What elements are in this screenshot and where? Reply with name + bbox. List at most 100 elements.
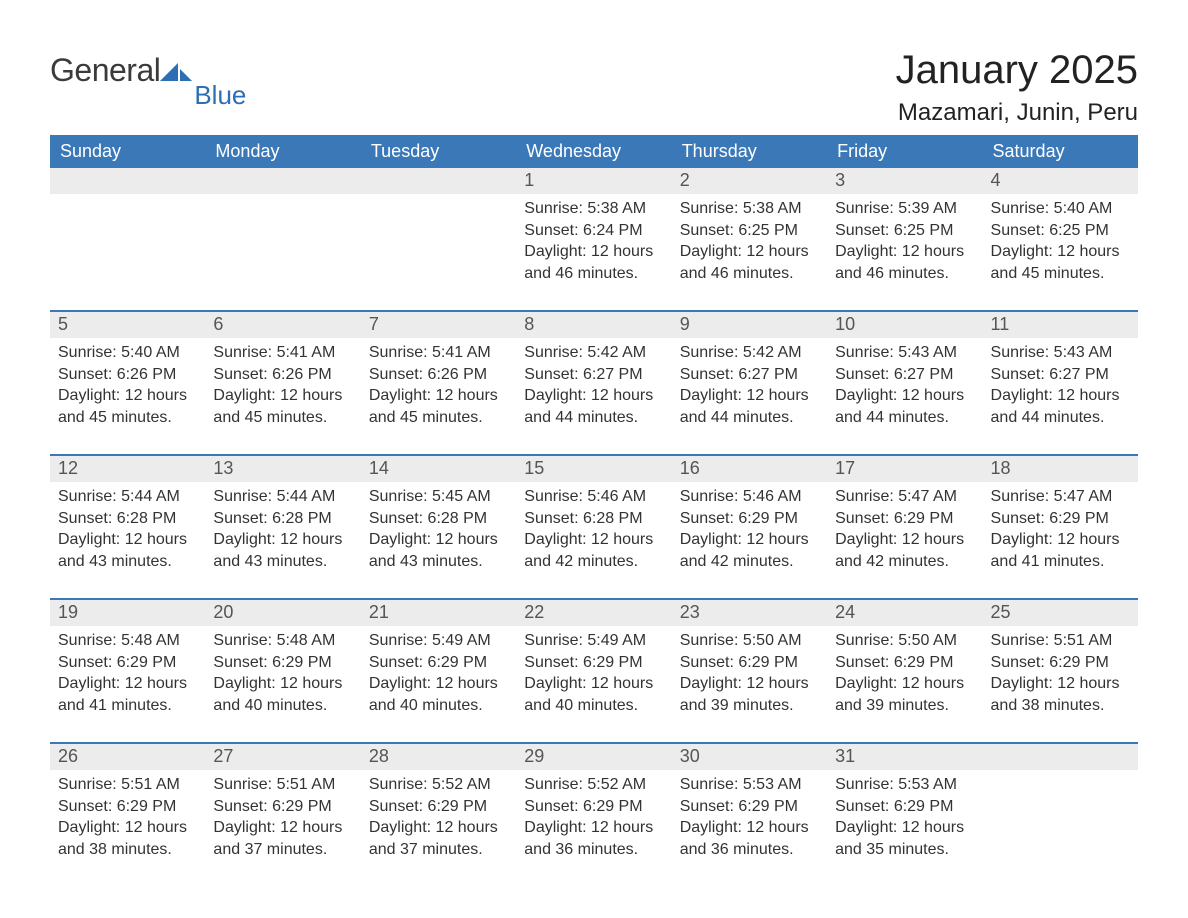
day-content: Sunrise: 5:50 AMSunset: 6:29 PMDaylight:… — [672, 626, 827, 726]
day-number: 31 — [827, 744, 982, 770]
calendar-cell: 12Sunrise: 5:44 AMSunset: 6:28 PMDayligh… — [50, 456, 205, 582]
daylight-text: Daylight: 12 hours and 45 minutes. — [369, 385, 508, 428]
day-header-friday: Friday — [827, 135, 982, 168]
daylight-text: Daylight: 12 hours and 42 minutes. — [680, 529, 819, 572]
day-number: 22 — [516, 600, 671, 626]
sunrise-text: Sunrise: 5:46 AM — [680, 486, 819, 508]
sunrise-text: Sunrise: 5:43 AM — [835, 342, 974, 364]
sunrise-text: Sunrise: 5:47 AM — [835, 486, 974, 508]
day-content: Sunrise: 5:46 AMSunset: 6:29 PMDaylight:… — [672, 482, 827, 582]
daylight-text: Daylight: 12 hours and 45 minutes. — [991, 241, 1130, 284]
weeks-container: 1Sunrise: 5:38 AMSunset: 6:24 PMDaylight… — [50, 168, 1138, 870]
sunrise-text: Sunrise: 5:48 AM — [213, 630, 352, 652]
daylight-text: Daylight: 12 hours and 44 minutes. — [524, 385, 663, 428]
day-header-sunday: Sunday — [50, 135, 205, 168]
daylight-text: Daylight: 12 hours and 38 minutes. — [991, 673, 1130, 716]
day-number: 26 — [50, 744, 205, 770]
sunrise-text: Sunrise: 5:48 AM — [58, 630, 197, 652]
day-content: Sunrise: 5:53 AMSunset: 6:29 PMDaylight:… — [827, 770, 982, 870]
sunset-text: Sunset: 6:29 PM — [58, 796, 197, 818]
day-content: Sunrise: 5:41 AMSunset: 6:26 PMDaylight:… — [361, 338, 516, 438]
daylight-text: Daylight: 12 hours and 46 minutes. — [680, 241, 819, 284]
daylight-text: Daylight: 12 hours and 41 minutes. — [58, 673, 197, 716]
calendar-cell: 16Sunrise: 5:46 AMSunset: 6:29 PMDayligh… — [672, 456, 827, 582]
sunrise-text: Sunrise: 5:51 AM — [991, 630, 1130, 652]
calendar-cell — [361, 168, 516, 294]
daylight-text: Daylight: 12 hours and 37 minutes. — [369, 817, 508, 860]
day-number: 8 — [516, 312, 671, 338]
daylight-text: Daylight: 12 hours and 36 minutes. — [524, 817, 663, 860]
day-content: Sunrise: 5:44 AMSunset: 6:28 PMDaylight:… — [205, 482, 360, 582]
day-number: 15 — [516, 456, 671, 482]
day-content — [50, 194, 205, 294]
sunrise-text: Sunrise: 5:52 AM — [524, 774, 663, 796]
calendar-cell: 30Sunrise: 5:53 AMSunset: 6:29 PMDayligh… — [672, 744, 827, 870]
day-content: Sunrise: 5:40 AMSunset: 6:25 PMDaylight:… — [983, 194, 1138, 294]
brand-blue-wrap: Blue — [160, 63, 246, 111]
sunset-text: Sunset: 6:29 PM — [524, 652, 663, 674]
day-number — [50, 168, 205, 194]
calendar-cell: 25Sunrise: 5:51 AMSunset: 6:29 PMDayligh… — [983, 600, 1138, 726]
daylight-text: Daylight: 12 hours and 44 minutes. — [835, 385, 974, 428]
sunrise-text: Sunrise: 5:53 AM — [680, 774, 819, 796]
day-header-row: Sunday Monday Tuesday Wednesday Thursday… — [50, 135, 1138, 168]
day-number: 17 — [827, 456, 982, 482]
calendar-cell: 23Sunrise: 5:50 AMSunset: 6:29 PMDayligh… — [672, 600, 827, 726]
day-content: Sunrise: 5:51 AMSunset: 6:29 PMDaylight:… — [50, 770, 205, 870]
brand-logo: General Blue — [50, 48, 246, 111]
calendar-cell: 2Sunrise: 5:38 AMSunset: 6:25 PMDaylight… — [672, 168, 827, 294]
day-content: Sunrise: 5:49 AMSunset: 6:29 PMDaylight:… — [516, 626, 671, 726]
day-number: 2 — [672, 168, 827, 194]
sunset-text: Sunset: 6:25 PM — [991, 220, 1130, 242]
calendar-cell: 7Sunrise: 5:41 AMSunset: 6:26 PMDaylight… — [361, 312, 516, 438]
day-number — [361, 168, 516, 194]
daylight-text: Daylight: 12 hours and 42 minutes. — [835, 529, 974, 572]
calendar-cell: 21Sunrise: 5:49 AMSunset: 6:29 PMDayligh… — [361, 600, 516, 726]
day-content: Sunrise: 5:38 AMSunset: 6:24 PMDaylight:… — [516, 194, 671, 294]
sunset-text: Sunset: 6:28 PM — [213, 508, 352, 530]
title-block: January 2025 Mazamari, Junin, Peru — [896, 48, 1138, 127]
daylight-text: Daylight: 12 hours and 39 minutes. — [680, 673, 819, 716]
daylight-text: Daylight: 12 hours and 44 minutes. — [991, 385, 1130, 428]
calendar-week: 19Sunrise: 5:48 AMSunset: 6:29 PMDayligh… — [50, 598, 1138, 726]
day-number: 10 — [827, 312, 982, 338]
sunrise-text: Sunrise: 5:49 AM — [524, 630, 663, 652]
calendar-cell: 17Sunrise: 5:47 AMSunset: 6:29 PMDayligh… — [827, 456, 982, 582]
day-number: 28 — [361, 744, 516, 770]
calendar-cell: 5Sunrise: 5:40 AMSunset: 6:26 PMDaylight… — [50, 312, 205, 438]
calendar-cell — [50, 168, 205, 294]
day-content: Sunrise: 5:43 AMSunset: 6:27 PMDaylight:… — [983, 338, 1138, 438]
day-content: Sunrise: 5:49 AMSunset: 6:29 PMDaylight:… — [361, 626, 516, 726]
calendar-cell: 24Sunrise: 5:50 AMSunset: 6:29 PMDayligh… — [827, 600, 982, 726]
daylight-text: Daylight: 12 hours and 46 minutes. — [524, 241, 663, 284]
sunset-text: Sunset: 6:29 PM — [991, 652, 1130, 674]
calendar-cell: 19Sunrise: 5:48 AMSunset: 6:29 PMDayligh… — [50, 600, 205, 726]
sunrise-text: Sunrise: 5:46 AM — [524, 486, 663, 508]
daylight-text: Daylight: 12 hours and 42 minutes. — [524, 529, 663, 572]
day-header-thursday: Thursday — [672, 135, 827, 168]
sunset-text: Sunset: 6:29 PM — [213, 652, 352, 674]
sunset-text: Sunset: 6:29 PM — [680, 508, 819, 530]
day-header-monday: Monday — [205, 135, 360, 168]
calendar-cell — [205, 168, 360, 294]
calendar-cell: 27Sunrise: 5:51 AMSunset: 6:29 PMDayligh… — [205, 744, 360, 870]
calendar-week: 1Sunrise: 5:38 AMSunset: 6:24 PMDaylight… — [50, 168, 1138, 294]
daylight-text: Daylight: 12 hours and 35 minutes. — [835, 817, 974, 860]
day-content: Sunrise: 5:40 AMSunset: 6:26 PMDaylight:… — [50, 338, 205, 438]
brand-blue-text: Blue — [194, 80, 246, 111]
sunrise-text: Sunrise: 5:39 AM — [835, 198, 974, 220]
sunset-text: Sunset: 6:29 PM — [213, 796, 352, 818]
calendar-cell: 31Sunrise: 5:53 AMSunset: 6:29 PMDayligh… — [827, 744, 982, 870]
location-subtitle: Mazamari, Junin, Peru — [896, 99, 1138, 127]
daylight-text: Daylight: 12 hours and 41 minutes. — [991, 529, 1130, 572]
sunset-text: Sunset: 6:29 PM — [835, 796, 974, 818]
sunrise-text: Sunrise: 5:44 AM — [213, 486, 352, 508]
day-content: Sunrise: 5:47 AMSunset: 6:29 PMDaylight:… — [827, 482, 982, 582]
sunrise-text: Sunrise: 5:38 AM — [680, 198, 819, 220]
day-number — [983, 744, 1138, 770]
day-number: 29 — [516, 744, 671, 770]
sunset-text: Sunset: 6:28 PM — [524, 508, 663, 530]
sunrise-text: Sunrise: 5:51 AM — [58, 774, 197, 796]
day-number: 6 — [205, 312, 360, 338]
month-title: January 2025 — [896, 48, 1138, 93]
